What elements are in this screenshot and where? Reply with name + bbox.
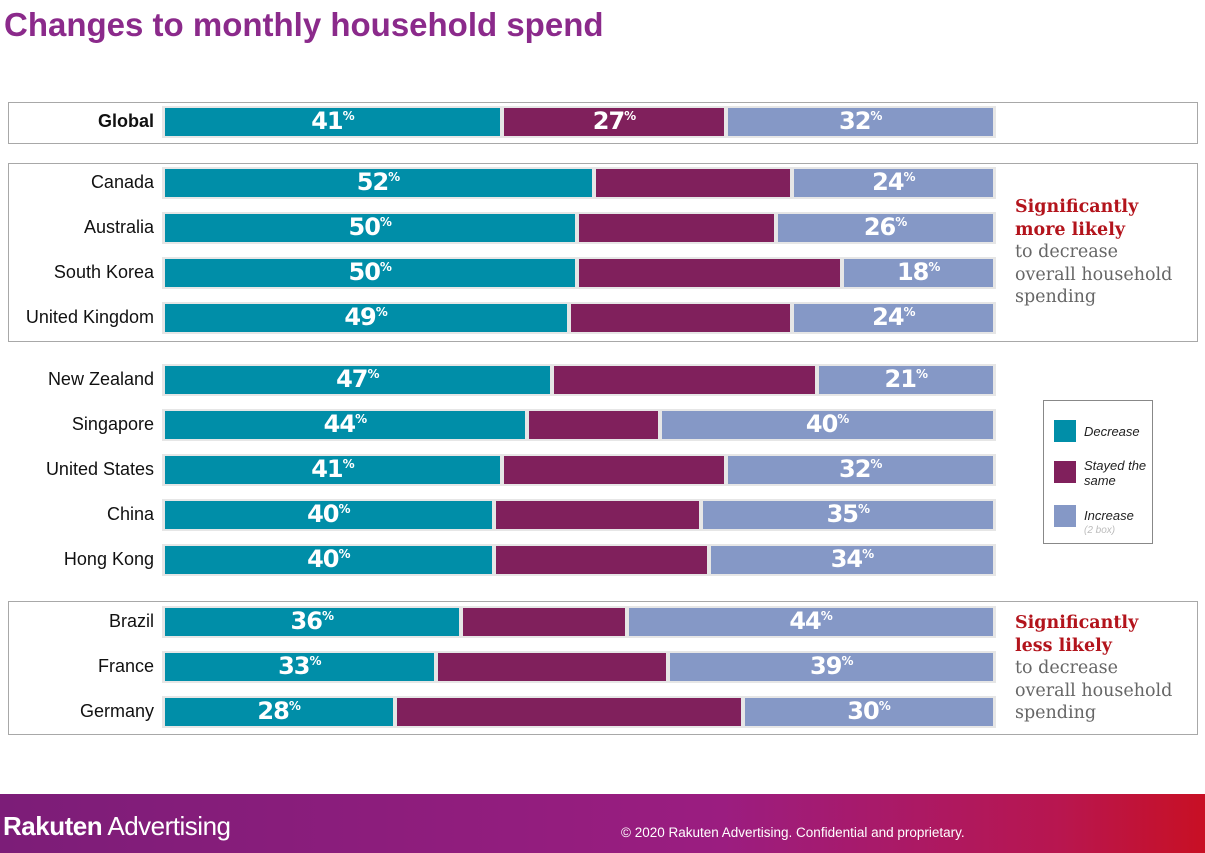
bar-segment-stayed [579,259,840,287]
legend-label-increase-text: Increase [1084,508,1134,523]
legend-swatch-stayed [1054,461,1076,483]
note-line: spending [1015,702,1172,725]
data-label: 47% [336,365,379,393]
data-label: 44% [324,410,367,438]
chart-legend: Decrease Stayed the same Increase (2 box… [1043,400,1153,544]
category-label: Global [8,111,154,132]
category-label: China [8,504,154,525]
note-highlight-line: Significantly [1015,612,1172,635]
data-label: 41% [311,455,354,483]
legend-swatch-increase [1054,505,1076,527]
footer-bar: Rakuten Advertising © 2020 Rakuten Adver… [0,794,1205,853]
bar-segment-stayed [529,411,657,439]
note-highlight-line: Significantly [1015,196,1172,219]
category-label: Australia [8,217,154,238]
note-highlight-line: more likely [1015,219,1172,242]
data-label: 40% [806,410,849,438]
bar-segment-stayed [496,546,707,574]
data-label: 52% [357,168,400,196]
category-label: United States [8,459,154,480]
data-label: 44% [789,607,832,635]
data-label: 32% [839,107,882,135]
data-label: 27% [593,107,636,135]
data-label: 34% [831,545,874,573]
data-label: 50% [349,258,392,286]
category-label: United Kingdom [8,307,154,328]
bar-segment-stayed [463,608,625,636]
legend-label-increase: Increase (2 box) [1084,508,1134,538]
bar-segment-stayed [397,698,741,726]
category-label: Germany [8,701,154,722]
category-label: Singapore [8,414,154,435]
note-line: overall household [1015,680,1172,703]
brand-logo-bold: Rakuten [3,811,102,841]
data-label: 40% [307,500,350,528]
page-title: Changes to monthly household spend [4,6,604,44]
brand-logo: Rakuten Advertising [3,811,230,842]
note-more-likely: Significantly more likely to decrease ov… [1015,196,1172,309]
legend-label-stayed: Stayed the same [1084,458,1150,488]
bar-segment-stayed [504,456,724,484]
bar-segment-stayed [596,169,791,197]
category-label: Canada [8,172,154,193]
data-label: 40% [307,545,350,573]
data-label: 18% [897,258,940,286]
brand-logo-light: Advertising [102,811,230,841]
legend-swatch-decrease [1054,420,1076,442]
category-label: New Zealand [8,369,154,390]
data-label: 41% [311,107,354,135]
bar-segment-stayed [579,214,774,242]
note-line: to decrease [1015,657,1172,680]
category-label: Hong Kong [8,549,154,570]
data-label: 30% [847,697,890,725]
bar-segment-stayed [438,653,666,681]
data-label: 26% [864,213,907,241]
data-label: 39% [810,652,853,680]
legend-label-decrease: Decrease [1084,424,1140,439]
legend-label-increase-sub: (2 box) [1084,523,1134,538]
note-line: overall household [1015,264,1172,287]
data-label: 35% [827,500,870,528]
note-line: to decrease [1015,241,1172,264]
note-line: spending [1015,286,1172,309]
bar-segment-stayed [571,304,791,332]
data-label: 50% [349,213,392,241]
data-label: 49% [344,303,387,331]
note-highlight-line: less likely [1015,635,1172,658]
data-label: 36% [291,607,334,635]
category-label: France [8,656,154,677]
data-label: 32% [839,455,882,483]
data-label: 33% [278,652,321,680]
data-label: 28% [257,697,300,725]
bar-segment-stayed [554,366,815,394]
note-less-likely: Significantly less likely to decrease ov… [1015,612,1172,725]
bar-segment-stayed [496,501,699,529]
copyright-text: © 2020 Rakuten Advertising. Confidential… [621,825,965,840]
data-label: 21% [885,365,928,393]
category-label: Brazil [8,611,154,632]
category-label: South Korea [8,262,154,283]
data-label: 24% [872,168,915,196]
data-label: 24% [872,303,915,331]
